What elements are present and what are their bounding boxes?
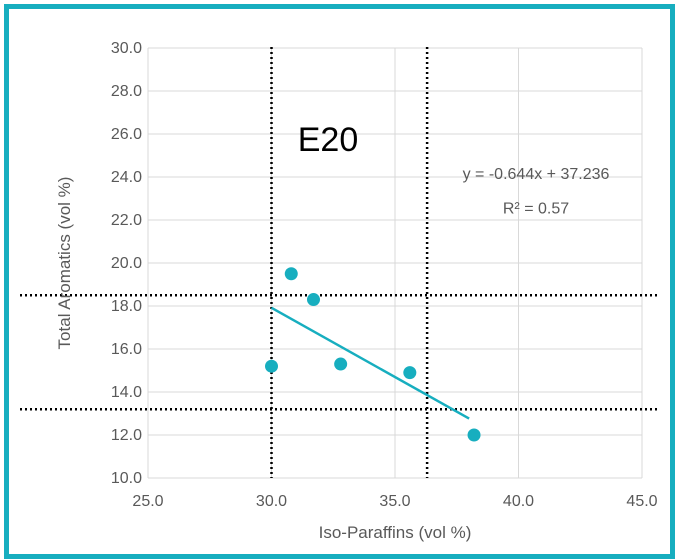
y-tick-label: 26.0 [111, 126, 142, 143]
data-point [467, 428, 481, 442]
x-tick-label: 30.0 [256, 493, 287, 510]
tick-labels: 10.0 12.0 14.0 16.0 18.0 20.0 22.0 24.0 26.0 28.0… [111, 40, 658, 510]
trendline-r-squared: R² = 0.57 [503, 201, 569, 218]
data-point [403, 366, 417, 380]
y-tick-label: 24.0 [111, 169, 142, 186]
x-tick-label: 45.0 [626, 493, 657, 510]
reference-lines [20, 47, 660, 478]
trendline [270, 306, 470, 420]
y-tick-label: 30.0 [111, 40, 142, 57]
data-point [284, 267, 298, 281]
trendline-equation: y = -0.644x + 37.236 [463, 166, 610, 183]
y-tick-label: 12.0 [111, 427, 142, 444]
data-points [265, 267, 481, 442]
y-tick-label: 28.0 [111, 83, 142, 100]
x-tick-label: 25.0 [132, 493, 163, 510]
data-point [265, 359, 278, 373]
gridlines [147, 47, 643, 479]
x-axis-title: Iso-Paraffins (vol %) [319, 523, 472, 542]
data-point [306, 293, 320, 307]
y-tick-label: 14.0 [111, 384, 142, 401]
trendline-group [270, 306, 470, 420]
x-tick-label: 40.0 [503, 493, 534, 510]
x-tick-label: 35.0 [379, 493, 410, 510]
chart-frame [4, 4, 675, 559]
y-tick-label: 10.0 [111, 470, 142, 487]
y-tick-label: 20.0 [111, 255, 142, 272]
y-tick-label: 16.0 [111, 341, 142, 358]
data-point [334, 357, 348, 371]
y-axis-title: Total Aromatics (vol %) [55, 177, 74, 350]
sample-label: E20 [298, 121, 359, 159]
y-tick-label: 18.0 [111, 298, 142, 315]
y-tick-label: 22.0 [111, 212, 142, 229]
